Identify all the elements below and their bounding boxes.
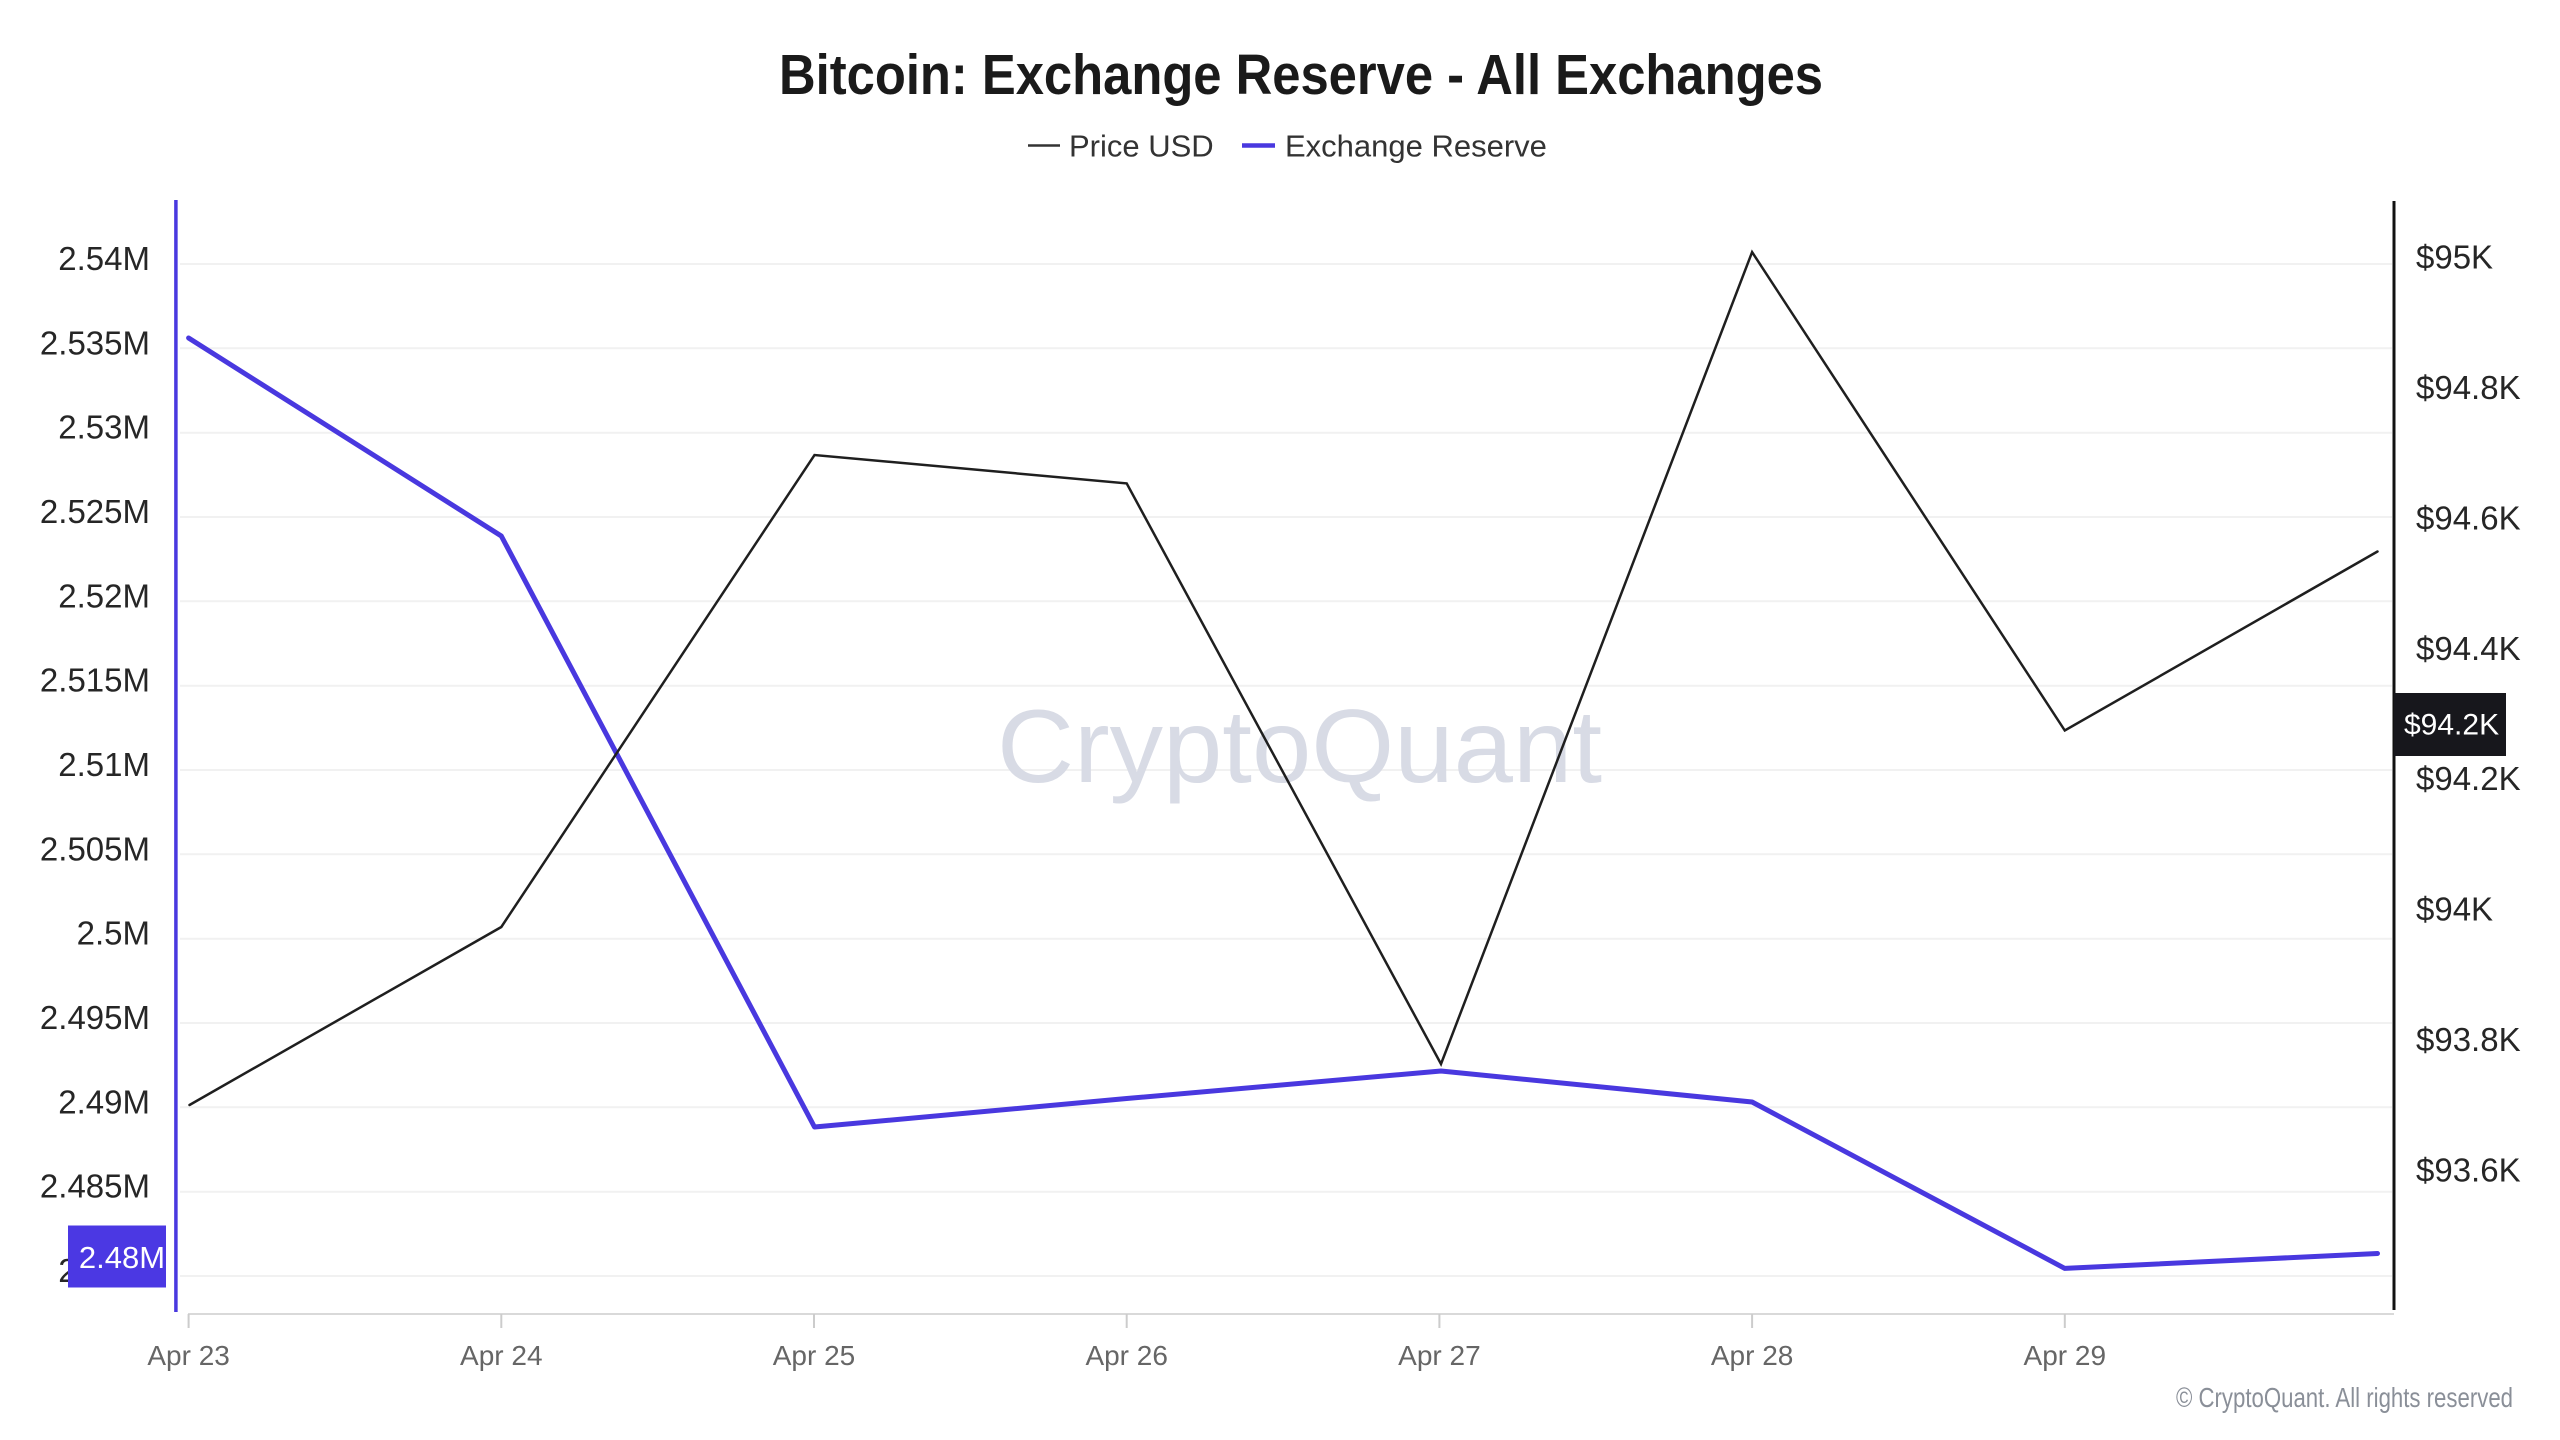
svg-text:Apr 25: Apr 25 (773, 1340, 856, 1371)
svg-text:2.535M: 2.535M (40, 324, 150, 361)
svg-text:$95K: $95K (2416, 239, 2493, 276)
svg-text:2.515M: 2.515M (40, 662, 150, 699)
svg-text:Apr 26: Apr 26 (1085, 1340, 1168, 1371)
svg-text:Apr 23: Apr 23 (147, 1340, 230, 1371)
svg-text:Bitcoin: Exchange Reserve - Al: Bitcoin: Exchange Reserve - All Exchange… (779, 43, 1823, 107)
svg-text:Exchange Reserve: Exchange Reserve (1285, 129, 1547, 164)
svg-text:$93.6K: $93.6K (2416, 1152, 2521, 1189)
svg-text:Apr 29: Apr 29 (2024, 1340, 2107, 1371)
svg-text:$94K: $94K (2416, 891, 2493, 928)
svg-text:Apr 28: Apr 28 (1711, 1340, 1794, 1371)
svg-text:$94.6K: $94.6K (2416, 499, 2521, 536)
svg-text:2.49M: 2.49M (58, 1083, 150, 1120)
svg-text:$94.2K: $94.2K (2416, 760, 2521, 797)
svg-text:$94.8K: $94.8K (2416, 369, 2521, 406)
svg-text:© CryptoQuant. All rights rese: © CryptoQuant. All rights reserved (2176, 1382, 2513, 1413)
svg-text:2.495M: 2.495M (40, 999, 150, 1036)
svg-text:2.53M: 2.53M (58, 409, 150, 446)
svg-text:$93.8K: $93.8K (2416, 1021, 2521, 1058)
svg-text:2.54M: 2.54M (58, 240, 150, 277)
svg-text:$94.2K: $94.2K (2404, 709, 2499, 742)
svg-text:2.505M: 2.505M (40, 830, 150, 867)
svg-text:2.525M: 2.525M (40, 493, 150, 530)
svg-text:Apr 24: Apr 24 (460, 1340, 543, 1371)
svg-text:2.48M: 2.48M (79, 1240, 165, 1275)
svg-text:2.52M: 2.52M (58, 577, 150, 614)
svg-text:CryptoQuant: CryptoQuant (997, 689, 1602, 805)
svg-text:Apr 27: Apr 27 (1398, 1340, 1481, 1371)
svg-text:Price USD: Price USD (1069, 129, 1214, 164)
svg-text:2.485M: 2.485M (40, 1168, 150, 1205)
svg-text:2.5M: 2.5M (77, 915, 150, 952)
svg-text:$94.4K: $94.4K (2416, 630, 2521, 667)
svg-text:2.51M: 2.51M (58, 746, 150, 783)
